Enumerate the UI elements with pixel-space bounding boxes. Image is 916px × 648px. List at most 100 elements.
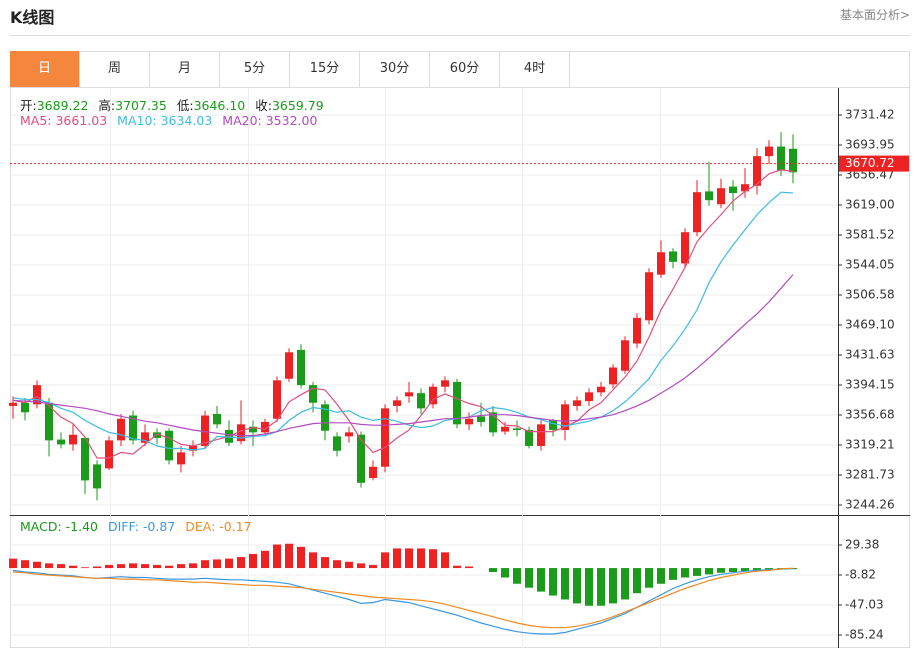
macd-bar <box>597 568 605 606</box>
macd-bar <box>165 565 173 569</box>
candle-body <box>333 436 341 451</box>
candle-body <box>369 466 377 478</box>
macd-bar <box>609 568 617 604</box>
y-tick-label: 3469.10 <box>845 318 895 332</box>
info-value: 3707.35 <box>115 98 167 113</box>
tab[interactable]: 30分 <box>360 51 430 87</box>
candle-body <box>441 380 449 387</box>
macd-bar <box>633 568 641 594</box>
macd-bar <box>621 568 629 600</box>
fundamentals-link[interactable]: 基本面分析> <box>839 8 910 22</box>
candle-body <box>9 402 17 406</box>
info-label: 开: <box>20 98 37 113</box>
macd-bar <box>393 548 401 569</box>
legend-entry: MA20: 3532.00 <box>222 113 318 128</box>
tab[interactable]: 月 <box>150 51 220 87</box>
candle-body <box>405 392 413 397</box>
candle-body <box>729 186 737 193</box>
macd-bar <box>81 567 89 569</box>
info-value: 3689.22 <box>36 98 89 113</box>
candle-body <box>681 232 689 264</box>
candle-body <box>753 156 761 186</box>
candle-body <box>585 392 593 402</box>
candle-body <box>57 439 65 445</box>
candle-body <box>501 426 509 432</box>
y-tick-label: 3431.63 <box>845 348 895 362</box>
macd-bar <box>333 560 341 569</box>
tab[interactable]: 周 <box>80 51 150 87</box>
legend-entry: DEA: -0.17 <box>185 519 252 534</box>
candle-body <box>213 413 221 425</box>
macd-bar <box>69 565 77 569</box>
y-tick-label: 3244.26 <box>845 498 895 512</box>
macd-bar <box>261 550 269 569</box>
y-tick-label: 3356.68 <box>845 408 895 422</box>
legend-entry: DIFF: -0.87 <box>108 519 176 534</box>
macd-bar <box>237 557 245 569</box>
legend: MA5: 3661.03 MA10: 3634.03 MA20: 3532.00 <box>20 113 327 128</box>
candle-body <box>381 408 389 467</box>
macd-bar <box>693 568 701 576</box>
y-tick-label: 3319.21 <box>845 437 895 451</box>
macd-bar <box>681 568 689 578</box>
candle-body <box>297 349 305 386</box>
tab[interactable]: 15分 <box>290 51 360 87</box>
macd-bar <box>585 568 593 606</box>
vertical-grid <box>110 88 661 648</box>
macd-bar <box>213 559 221 569</box>
tab[interactable]: 5分 <box>220 51 290 87</box>
y-tick-label: 29.38 <box>845 537 879 551</box>
tab[interactable]: 60分 <box>430 51 500 87</box>
macd-bar <box>105 564 113 569</box>
candle-body <box>177 452 185 465</box>
macd-bar <box>465 566 473 569</box>
info-label: 高: <box>98 98 116 113</box>
macd-bar <box>405 548 413 569</box>
title: K线图 <box>10 8 55 27</box>
candle-body <box>165 430 173 461</box>
y-tick-label: -8.82 <box>845 567 876 581</box>
candle-body <box>525 429 533 446</box>
macd-bar <box>765 568 773 570</box>
candle-body <box>561 404 569 430</box>
macd-bar <box>525 568 533 588</box>
candle-body <box>141 432 149 443</box>
macd-bar <box>285 543 293 569</box>
macd-bar <box>705 568 713 575</box>
candles <box>9 132 797 501</box>
macd-bar <box>489 568 497 572</box>
tab[interactable]: 日 <box>10 51 80 87</box>
legend-entry: MA10: 3634.03 <box>117 113 213 128</box>
legend-entry: MACD: -1.40 <box>20 519 98 534</box>
candle-body <box>669 251 677 262</box>
y-tick-label: 3581.52 <box>845 228 895 242</box>
candle-body <box>693 192 701 233</box>
macd-bar <box>669 568 677 580</box>
legend: MACD: -1.40 DIFF: -0.87 DEA: -0.17 <box>20 519 262 534</box>
macd-bar <box>93 566 101 569</box>
candle-body <box>105 440 113 469</box>
tab[interactable]: 4时 <box>500 51 570 87</box>
ma-line <box>12 169 794 459</box>
candle-body <box>705 191 713 201</box>
candle-body <box>573 400 581 406</box>
macd-bar <box>513 568 521 584</box>
candle-body <box>597 386 605 393</box>
candle-body <box>117 418 125 441</box>
macd-bar <box>729 568 737 572</box>
macd-bar <box>189 563 197 569</box>
candle-body <box>417 393 425 409</box>
candle-body <box>621 340 629 371</box>
macd-bar <box>369 564 377 569</box>
macd-bar <box>645 568 653 588</box>
macd-bar <box>573 568 581 604</box>
macd-bar <box>453 565 461 569</box>
macd-line <box>12 567 794 629</box>
candle-body <box>33 385 41 405</box>
info-label: 低: <box>176 98 194 113</box>
legend-entry: MA5: 3661.03 <box>20 113 108 128</box>
macd-bar <box>561 568 569 600</box>
candle-body <box>717 188 725 205</box>
